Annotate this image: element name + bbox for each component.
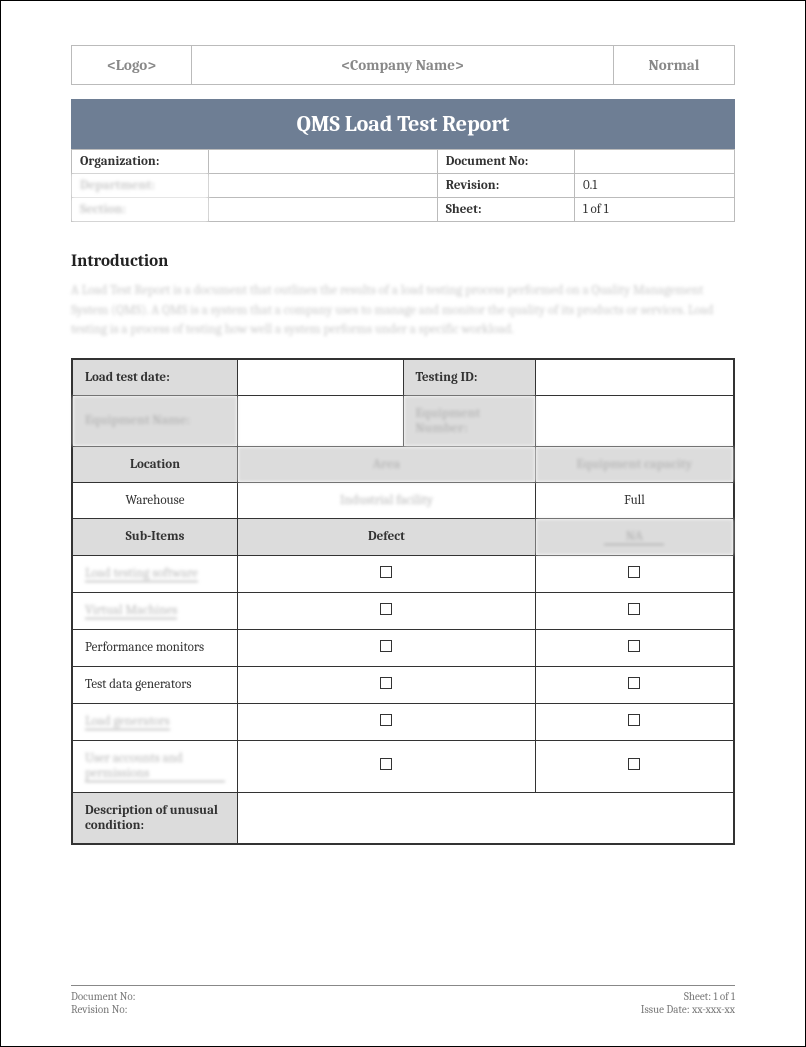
load-test-date-value[interactable] xyxy=(238,359,404,396)
defect-checkbox[interactable] xyxy=(238,666,536,703)
meta-table: Organization: Document No: Department: Revi… xyxy=(71,149,735,222)
subitem-name: Load testing software xyxy=(72,555,238,592)
na-checkbox[interactable] xyxy=(535,629,734,666)
meta-value[interactable]: 0.1 xyxy=(574,174,734,198)
load-test-form: Load test date: Testing ID: Equipment Na… xyxy=(71,358,735,845)
subitem-name: User accounts and permissions xyxy=(72,740,238,792)
area-header: Area xyxy=(238,446,536,482)
meta-value[interactable] xyxy=(209,150,438,174)
document-header: <Logo> <Company Name> Normal xyxy=(71,45,735,85)
footer-sheet: Sheet: 1 of 1 xyxy=(641,990,735,1003)
defect-checkbox[interactable] xyxy=(238,740,536,792)
meta-label: Department: xyxy=(72,174,209,198)
testing-id-value[interactable] xyxy=(535,359,734,396)
equipment-number-label: Equipment Number: xyxy=(403,395,535,446)
meta-value[interactable]: 1 of 1 xyxy=(574,198,734,222)
na-checkbox[interactable] xyxy=(535,666,734,703)
meta-value[interactable] xyxy=(574,150,734,174)
subitem-name: Test data generators xyxy=(72,666,238,703)
equipment-name-value[interactable] xyxy=(238,395,404,446)
introduction-heading: Introduction xyxy=(71,252,735,271)
doc-status: Normal xyxy=(614,46,734,84)
meta-label: Organization: xyxy=(72,150,209,174)
subitems-header: Sub-Items xyxy=(72,518,238,555)
subitem-name: Virtual Machines xyxy=(72,592,238,629)
introduction-body: A Load Test Report is a document that ou… xyxy=(71,281,735,340)
subitem-name: Performance monitors xyxy=(72,629,238,666)
location-value: Warehouse xyxy=(72,482,238,518)
equipment-name-label: Equipment Name: xyxy=(72,395,238,446)
na-checkbox[interactable] xyxy=(535,555,734,592)
subitem-name: Load generators xyxy=(72,703,238,740)
capacity-value: Full xyxy=(535,482,734,518)
meta-value[interactable] xyxy=(209,174,438,198)
na-checkbox[interactable] xyxy=(535,703,734,740)
company-name: <Company Name> xyxy=(192,46,614,84)
report-title: QMS Load Test Report xyxy=(71,99,735,149)
defect-checkbox[interactable] xyxy=(238,629,536,666)
meta-value[interactable] xyxy=(209,198,438,222)
meta-label: Revision: xyxy=(437,174,574,198)
page-footer: Document No: Revision No: Sheet: 1 of 1 … xyxy=(71,985,735,1016)
defect-header: Defect xyxy=(238,518,536,555)
location-header: Location xyxy=(72,446,238,482)
capacity-header: Equipment capacity xyxy=(535,446,734,482)
description-label: Description of unusual condition: xyxy=(72,792,238,844)
na-checkbox[interactable] xyxy=(535,592,734,629)
description-value[interactable] xyxy=(238,792,735,844)
load-test-date-label: Load test date: xyxy=(72,359,238,396)
na-header: NA xyxy=(535,518,734,555)
footer-rev-no: Revision No: xyxy=(71,1003,136,1016)
equipment-number-value[interactable] xyxy=(535,395,734,446)
meta-label: Section: xyxy=(72,198,209,222)
defect-checkbox[interactable] xyxy=(238,703,536,740)
na-checkbox[interactable] xyxy=(535,740,734,792)
meta-label: Sheet: xyxy=(437,198,574,222)
logo-placeholder: <Logo> xyxy=(72,46,192,84)
area-value: Industrial facility xyxy=(238,482,536,518)
meta-label: Document No: xyxy=(437,150,574,174)
defect-checkbox[interactable] xyxy=(238,592,536,629)
footer-issue-date: Issue Date: xx-xxx-xx xyxy=(641,1003,735,1016)
defect-checkbox[interactable] xyxy=(238,555,536,592)
footer-doc-no: Document No: xyxy=(71,990,136,1003)
testing-id-label: Testing ID: xyxy=(403,359,535,396)
